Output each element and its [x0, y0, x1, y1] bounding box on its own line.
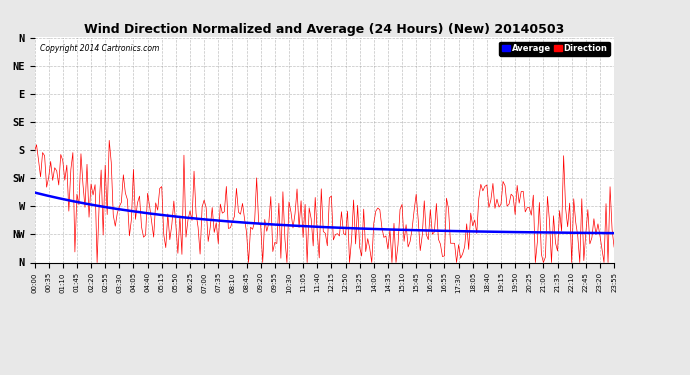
Text: Copyright 2014 Cartronics.com: Copyright 2014 Cartronics.com: [40, 44, 159, 53]
Title: Wind Direction Normalized and Average (24 Hours) (New) 20140503: Wind Direction Normalized and Average (2…: [84, 23, 564, 36]
Legend: Average, Direction: Average, Direction: [500, 42, 610, 56]
